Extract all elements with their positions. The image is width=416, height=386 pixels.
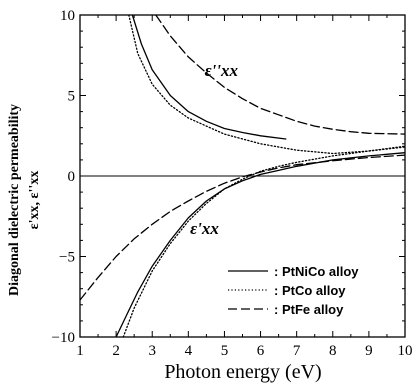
x-tick-label: 7 <box>293 343 301 359</box>
plot-area <box>80 15 405 337</box>
series-line-solid-imag <box>131 15 287 140</box>
series-line-dashed-real <box>80 154 405 301</box>
x-tick-label: 6 <box>257 343 265 359</box>
y-tick-label: −5 <box>59 250 75 266</box>
annotations: ε''xx ε'xx <box>190 61 238 238</box>
x-tick-label: 10 <box>398 343 413 359</box>
y-axis-label-line2: ε'xx, ε''xx <box>27 171 42 230</box>
y-tick-label: −10 <box>52 330 75 346</box>
series-line-dotted-imag <box>128 15 405 155</box>
y-axis-label-line1: Diagonal dielectric permeability <box>7 104 22 296</box>
x-tick-label: 5 <box>221 343 229 359</box>
curve-annotation: ε''xx <box>205 61 239 80</box>
x-tick-label: 4 <box>185 343 193 359</box>
legend: : PtNiCo alloy : PtCo alloy : PtFe alloy <box>228 264 359 317</box>
legend-label: : PtFe alloy <box>274 302 344 317</box>
x-tick-label: 9 <box>365 343 373 359</box>
series-line-dashed-imag <box>155 15 405 135</box>
curve-annotation: ε'xx <box>190 219 219 238</box>
y-tick-label: 0 <box>68 169 76 185</box>
x-axis-label: Photon energy (eV) <box>164 361 321 383</box>
series-line-dotted-real <box>122 146 405 337</box>
x-tick-label: 2 <box>112 343 120 359</box>
y-tick-label: 10 <box>60 8 75 24</box>
axes: 1 2 3 4 5 6 7 8 9 10 −10 −5 0 5 10 <box>52 8 413 359</box>
y-tick-label: 5 <box>68 89 76 105</box>
x-tick-label: 8 <box>329 343 337 359</box>
x-tick-label: 3 <box>148 343 156 359</box>
x-tick-label: 1 <box>76 343 84 359</box>
legend-label: : PtNiCo alloy <box>274 264 359 279</box>
legend-label: : PtCo alloy <box>274 283 346 298</box>
